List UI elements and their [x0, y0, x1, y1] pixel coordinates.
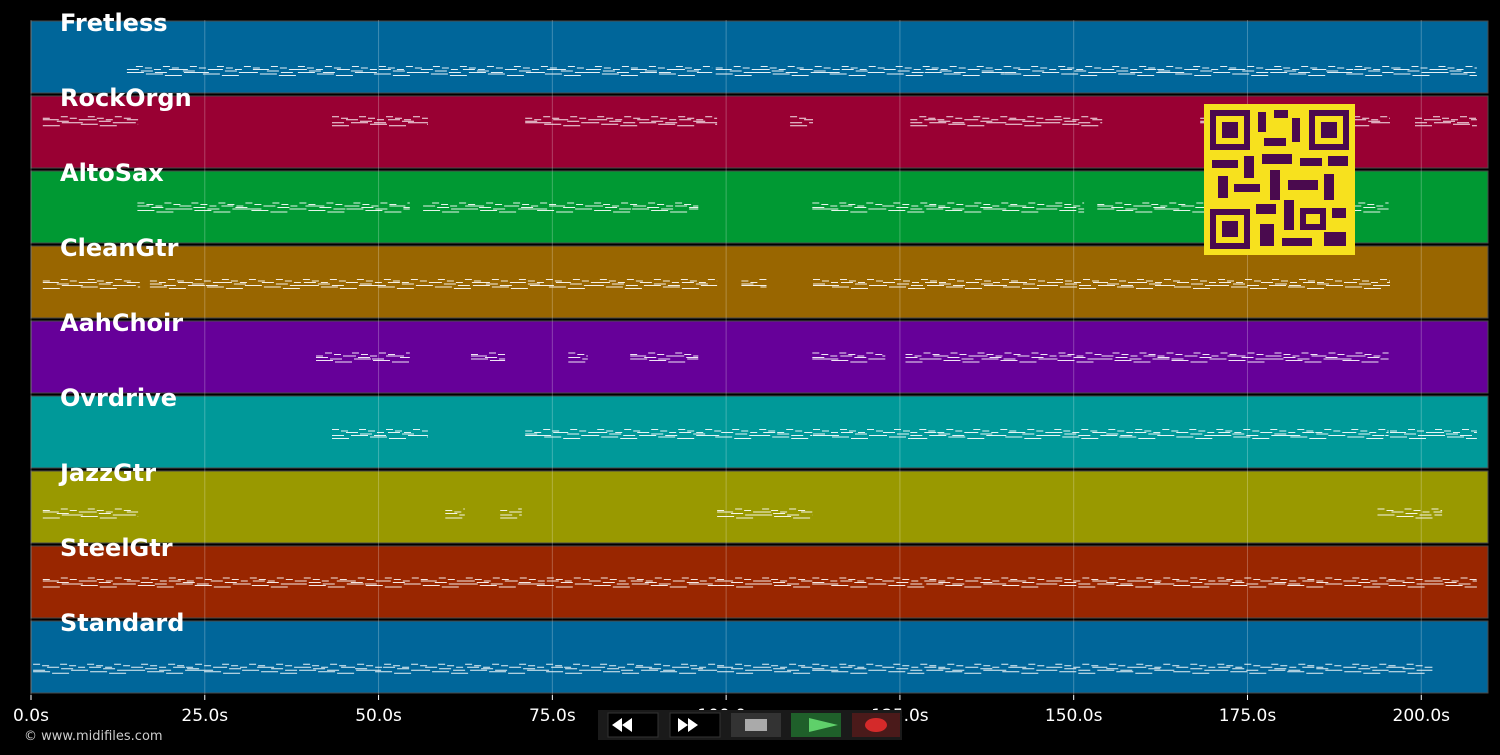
note-run	[1415, 116, 1477, 127]
note-run	[332, 429, 428, 439]
controls	[598, 710, 902, 740]
track-label: Fretless	[60, 9, 168, 37]
note-run	[1377, 508, 1443, 519]
track-lane	[30, 20, 1489, 94]
track-label: CleanGtr	[60, 234, 179, 262]
note-run	[1004, 66, 1394, 76]
qr-code	[1204, 104, 1355, 255]
note-run	[445, 508, 465, 519]
note-run	[717, 663, 813, 674]
note-run	[500, 508, 522, 519]
note-run	[813, 429, 911, 439]
track-lane	[30, 470, 1489, 544]
track-label: JazzGtr	[58, 459, 156, 487]
note-run	[471, 352, 506, 361]
note-run	[42, 116, 139, 127]
note-run	[717, 577, 813, 588]
note-run	[1393, 66, 1477, 76]
note-run	[910, 429, 1389, 439]
stop-button[interactable]	[731, 713, 781, 737]
x-tick-label: 200.0s	[1393, 706, 1451, 726]
note-run	[812, 352, 886, 363]
note-run	[813, 279, 1390, 289]
note-run	[33, 663, 718, 674]
track-label: Ovrdrive	[60, 384, 177, 412]
note-run	[905, 352, 1389, 363]
note-run	[149, 279, 718, 289]
note-run	[42, 508, 139, 519]
record-button[interactable]	[852, 713, 900, 737]
note-run	[630, 352, 699, 363]
note-run	[42, 279, 141, 289]
note-run	[525, 429, 813, 439]
note-run	[316, 352, 410, 363]
note-run	[717, 508, 813, 519]
rewind-button[interactable]	[607, 712, 659, 738]
note-run	[910, 116, 1103, 127]
x-tick-label: 25.0s	[181, 706, 228, 726]
track-label: SteelGtr	[60, 534, 173, 562]
track-label: RockOrgn	[60, 84, 192, 112]
x-tick-label: 175.0s	[1219, 706, 1277, 726]
x-tick-label: 0.0s	[13, 706, 49, 726]
footer: © www.midifiles.com	[24, 729, 163, 744]
note-run	[1388, 577, 1477, 588]
track-lane	[30, 545, 1489, 619]
track-lane	[30, 395, 1489, 469]
note-run	[741, 279, 767, 288]
x-tick-label: 150.0s	[1045, 706, 1103, 726]
x-tick-label: 75.0s	[529, 706, 576, 726]
note-run	[525, 116, 718, 127]
note-run	[568, 352, 588, 363]
forward-button[interactable]	[669, 712, 721, 738]
note-run	[332, 116, 428, 127]
track-label: Standard	[60, 609, 184, 637]
note-run	[812, 202, 1085, 213]
note-run	[1390, 429, 1477, 439]
note-run	[137, 202, 410, 213]
note-run	[790, 116, 813, 127]
x-tick-label: 50.0s	[355, 706, 402, 726]
play-button[interactable]	[791, 713, 841, 737]
note-run	[423, 202, 699, 213]
note-run	[42, 577, 718, 588]
qr-pattern	[1210, 110, 1349, 249]
note-run	[715, 66, 1005, 76]
note-run	[1388, 663, 1433, 674]
track-lane	[30, 620, 1489, 694]
track-lane	[30, 320, 1489, 394]
note-run	[812, 663, 1389, 674]
track-label: AltoSax	[60, 159, 164, 187]
note-run	[812, 577, 1389, 588]
track-label: AahChoir	[60, 309, 183, 337]
note-run	[126, 66, 713, 76]
